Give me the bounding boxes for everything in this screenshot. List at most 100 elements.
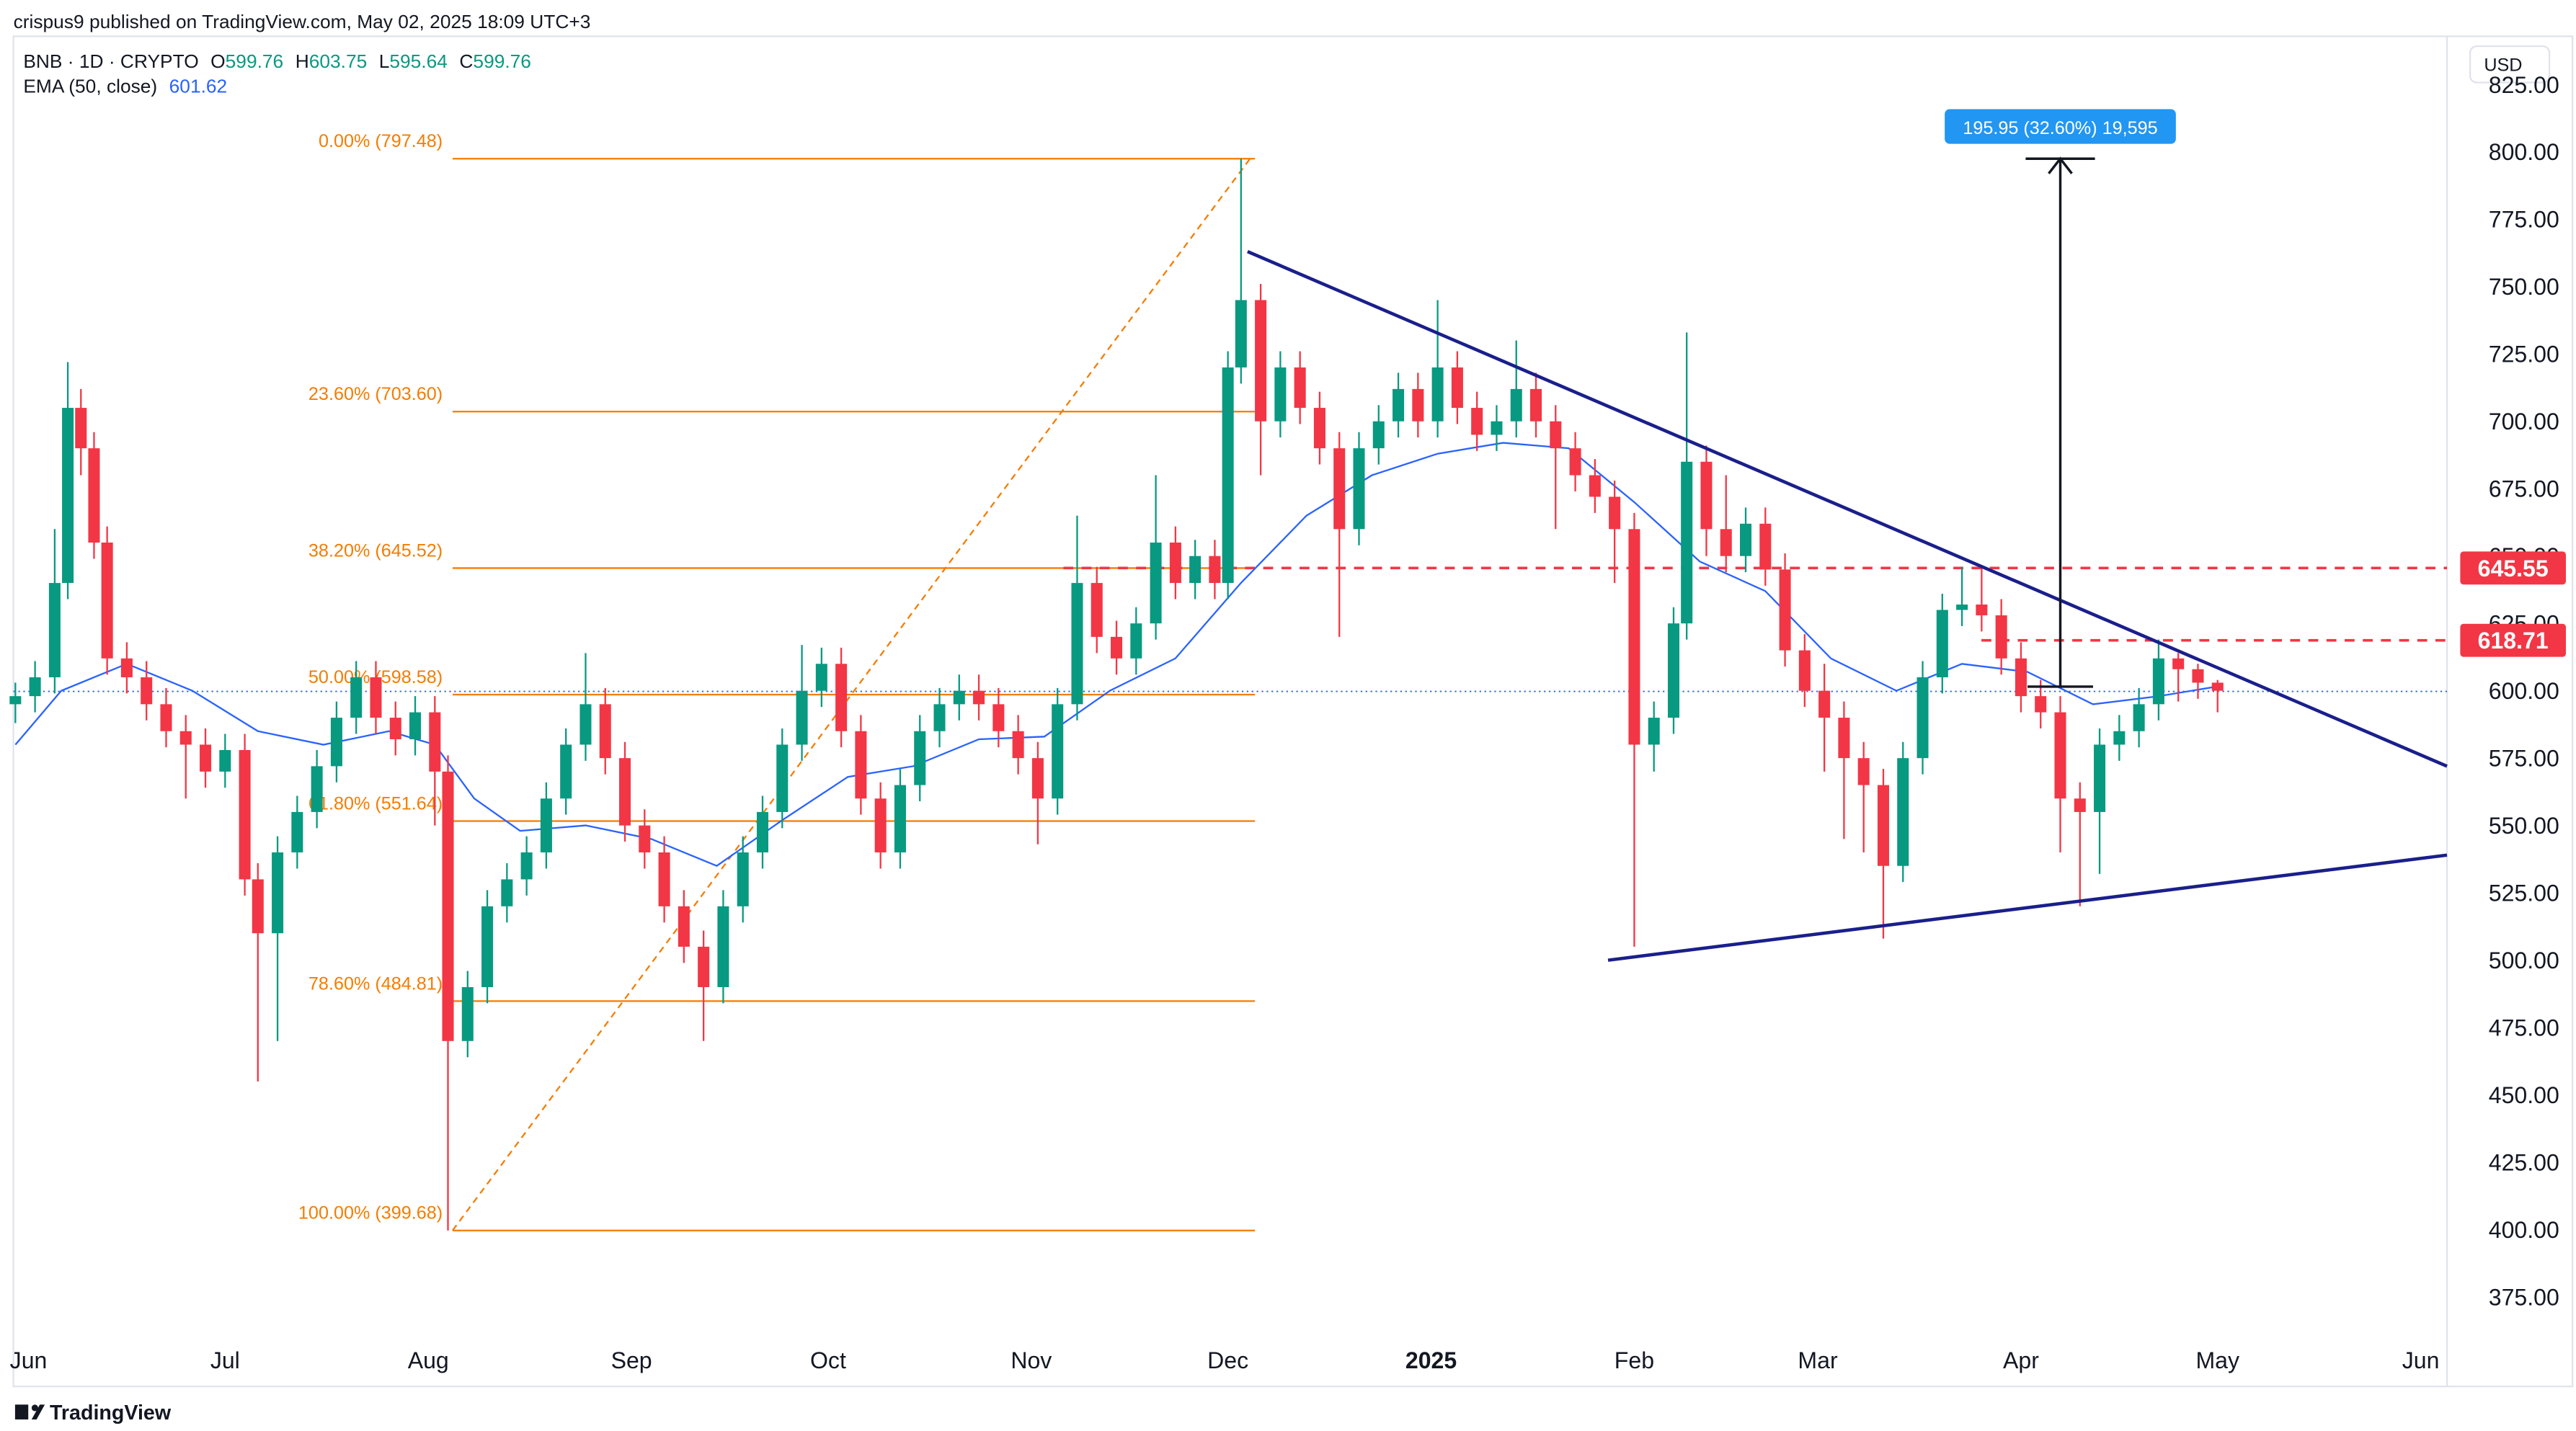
candle-body [658,852,670,906]
currency[interactable]: USD [2484,55,2522,75]
x-tick-label: Mar [1798,1347,1838,1373]
candle-body [1031,758,1044,799]
fib-label: 0.00% (797.48) [319,131,443,151]
candle-body [1550,421,1562,449]
candle-body [756,811,769,853]
ohlc-key: L [379,50,390,72]
candle-body [1838,718,1850,759]
ohlc-key: C [459,50,473,72]
candle-body [953,690,965,705]
y-tick-label: 675.00 [2489,476,2559,502]
candle-body [1333,448,1346,530]
candle-body [1818,690,1831,718]
candle-body [272,852,284,934]
candle-body [370,677,382,718]
candle-body [1510,388,1522,422]
candle-body [1255,300,1267,422]
symbol: BNB · 1D · CRYPTO [23,50,198,72]
candle-body [1189,556,1202,584]
candle-body [1071,583,1083,705]
ohlc-key: O [210,50,225,72]
ohlc-value: 599.76 [473,50,531,72]
candle-body [29,677,41,697]
price-label: 645.55 [2478,556,2549,581]
candle-body [1431,367,1444,422]
fib-label: 61.80% (551.64) [308,793,443,813]
fib-label: 38.20% (645.52) [308,540,443,561]
currency-box[interactable] [2469,45,2551,84]
measure-label-box [1945,109,2176,144]
candle-body [1169,543,1181,584]
candle-body [1451,367,1463,409]
candle-body [776,744,789,812]
candle-body [1700,461,1713,530]
candle-body [461,986,474,1041]
candle-body [101,543,113,659]
candle-body [1897,758,1909,866]
candle-body [311,766,323,812]
candle-body [1628,529,1640,745]
publisher: crispus9 published on TradingView.com, M… [14,11,591,32]
candle-body [2133,704,2145,731]
candle-body [1759,523,1772,570]
candle-body [717,906,729,987]
candle-body [2015,658,2027,697]
candle-body [914,731,926,785]
price-label: 618.71 [2478,628,2549,654]
x-tick-label: Jul [210,1347,240,1373]
candle-body [2211,682,2224,691]
symbol-line: BNB · 1D · CRYPTO O599.76 H603.75 L595.6… [23,50,531,72]
candle-body [1917,677,1929,759]
candle-body [252,879,264,934]
candle-body [481,906,494,987]
candle-body [141,677,153,705]
candle-body [1936,610,1948,677]
candle-body [1222,367,1234,584]
candle-body [88,448,100,543]
candle-body [815,664,827,691]
fib-label: 100.00% (399.68) [298,1203,443,1223]
candle-body [501,879,513,906]
candle-body [1569,448,1581,476]
x-tick-label: Sep [611,1347,652,1373]
candle-body [219,749,231,772]
x-tick-label: Feb [1615,1347,1654,1373]
candle-body [1798,650,1811,691]
candle-body [992,704,1005,731]
measure-label: 195.95 (32.60%) 19,595 [1963,118,2157,138]
candle-body [1353,448,1365,530]
candle-body [1091,583,1103,637]
candle-body [2152,658,2164,705]
candle-body [520,852,533,880]
candle-body [1648,718,1660,745]
y-tick-label: 725.00 [2489,342,2559,367]
candle-body [2172,658,2185,669]
candle-body [75,408,87,449]
candle-body [579,704,592,745]
y-tick-label: 500.00 [2489,948,2559,973]
y-tick-label: 775.00 [2489,207,2559,233]
candle-body [1956,605,1968,610]
ohlc-key: H [296,50,309,72]
x-tick-label: 2025 [1405,1347,1457,1373]
candle-body [291,811,303,853]
candle-body [2094,744,2106,812]
candle-body [389,718,401,739]
y-tick-label: 525.00 [2489,881,2559,906]
candle-body [698,946,710,987]
candle-body [1995,615,2007,659]
candle-body [639,825,651,853]
candle-body [1530,388,1542,422]
y-tick-label: 400.00 [2489,1217,2559,1243]
candle-body [1052,704,1064,799]
candle-body [737,852,749,906]
candle-body [160,704,172,731]
candle-body [1372,421,1385,449]
candle-body [1130,623,1142,659]
candle-body [48,583,61,677]
candle-body [330,718,342,767]
candle-body [796,690,808,745]
candle-body [2074,798,2086,812]
candle-body [1274,367,1287,422]
